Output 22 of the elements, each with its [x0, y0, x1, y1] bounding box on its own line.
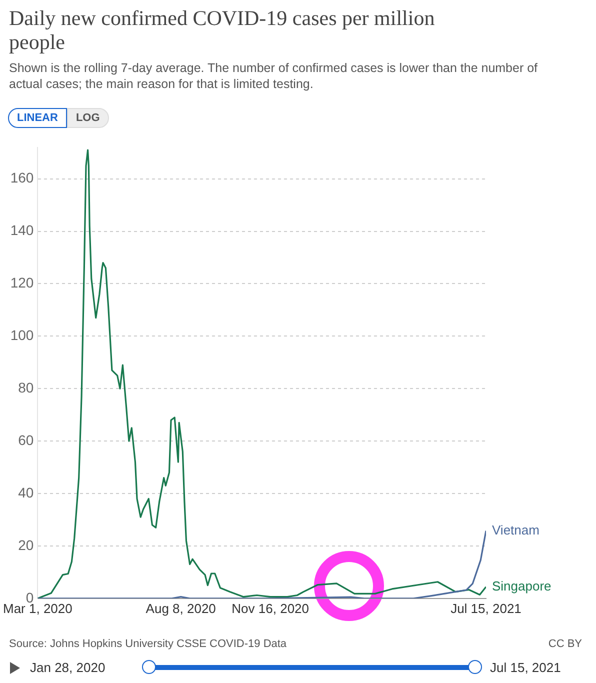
x-tick-label: Nov 16, 2020: [232, 600, 310, 616]
chart-subtitle: Shown is the rolling 7-day average. The number of confirmed cases is lower than the number of actual cases; the main reason for that is limited testing.: [9, 60, 539, 92]
y-tick-label: 40: [18, 484, 34, 500]
x-tick-label: Jul 15, 2021: [450, 600, 522, 616]
text: LINEAR: [8, 108, 67, 128]
series-label: Singapore: [492, 578, 552, 594]
series-label: Vietnam: [492, 522, 540, 538]
y-tick-label: 20: [18, 536, 34, 553]
y-tick-label: 60: [18, 432, 34, 448]
chart-title: Daily new confirmed COVID-19 cases per million people: [9, 6, 436, 54]
source-note: Source: Johns Hopkins University CSSE COVID-19 Data: [9, 638, 287, 650]
x-tick-label: Aug 8, 2020: [146, 600, 216, 616]
text: LOG: [66, 108, 109, 128]
text: Jul 15, 2021: [490, 660, 561, 675]
y-tick-label: 100: [10, 327, 34, 344]
y-tick-label: 140: [10, 222, 34, 238]
y-tick-label: 0: [26, 589, 34, 606]
y-tick-label: 80: [18, 379, 34, 396]
y-tick-label: 160: [10, 170, 34, 186]
text: CC BY: [548, 638, 582, 650]
y-tick-label: 120: [10, 274, 34, 291]
text: Jan 28, 2020: [30, 660, 106, 675]
